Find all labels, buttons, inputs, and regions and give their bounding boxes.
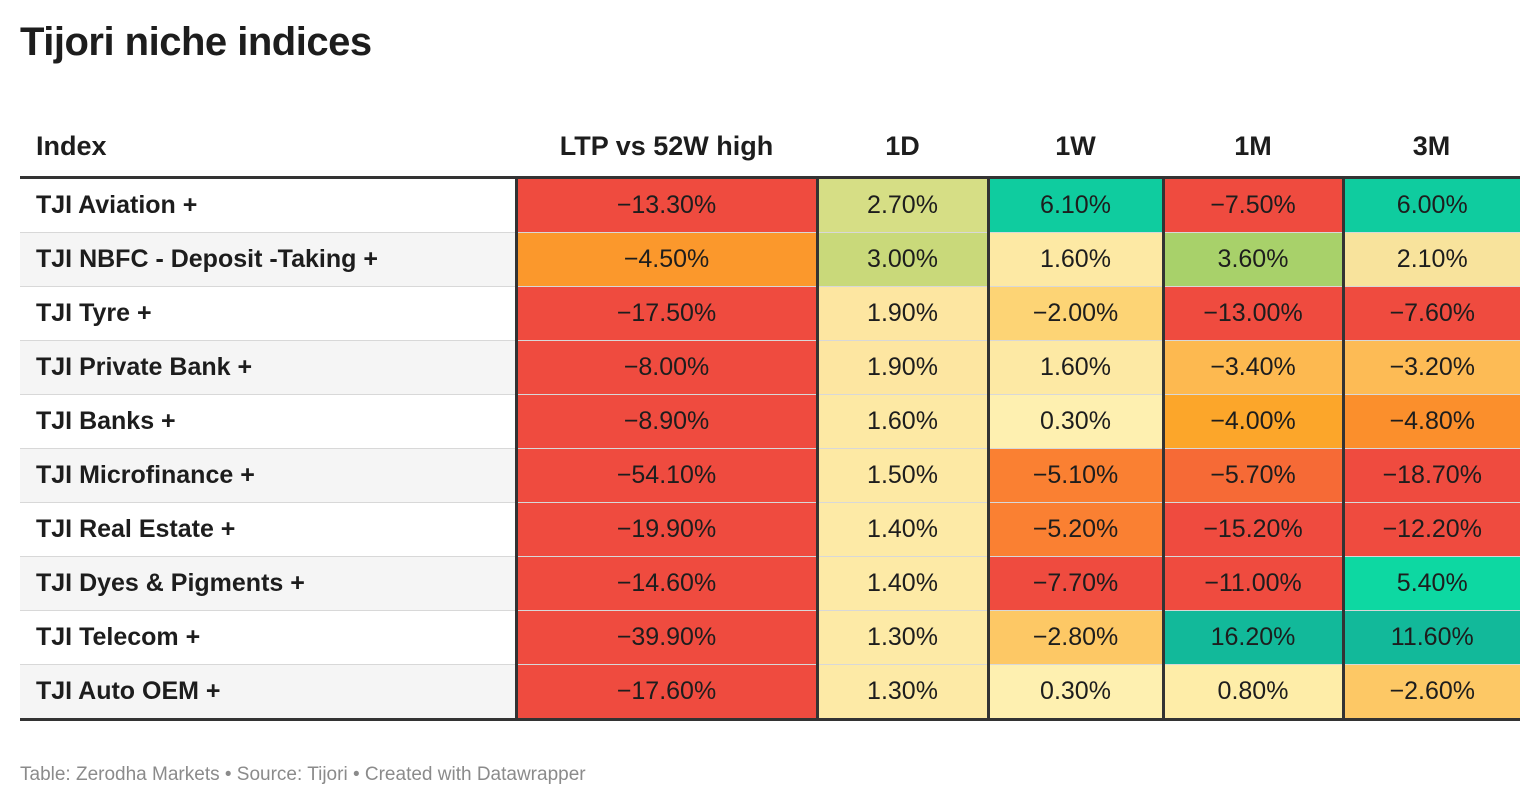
value-cell: 11.60% — [1341, 610, 1520, 665]
value-cell: −17.60% — [514, 664, 817, 721]
table-row: TJI Real Estate + −19.90% 1.40% −5.20% −15.2… — [20, 502, 1520, 557]
table-row: TJI NBFC - Deposit -Taking + −4.50% 3.00% 1… — [20, 232, 1520, 287]
value-cell: 1.60% — [815, 394, 988, 449]
value-cell: −2.60% — [1341, 664, 1520, 721]
value-cell: 1.60% — [986, 232, 1163, 287]
value-cell: −54.10% — [514, 448, 817, 503]
table-row: TJI Dyes & Pigments + −14.60% 1.40% −7.70% −… — [20, 556, 1520, 611]
value-cell: 0.30% — [986, 664, 1163, 721]
index-name-cell: TJI Aviation + — [20, 177, 516, 233]
column-header-3m[interactable]: 3M — [1343, 116, 1520, 179]
value-cell: 2.10% — [1341, 232, 1520, 287]
value-cell: −12.20% — [1341, 502, 1520, 557]
column-header-1d[interactable]: 1D — [817, 116, 988, 179]
table-row: TJI Telecom + −39.90% 1.30% −2.80% 16.20% 11.… — [20, 610, 1520, 665]
value-cell: 0.80% — [1161, 664, 1343, 721]
value-cell: −18.70% — [1341, 448, 1520, 503]
index-name-cell: TJI Telecom + — [20, 610, 516, 665]
value-cell: −14.60% — [514, 556, 817, 611]
value-cell: −11.00% — [1161, 556, 1343, 611]
index-name-cell: TJI Banks + — [20, 394, 516, 449]
value-cell: −39.90% — [514, 610, 817, 665]
index-name-cell: TJI Microfinance + — [20, 448, 516, 503]
value-cell: 1.30% — [815, 664, 988, 721]
value-cell: −13.00% — [1161, 286, 1343, 341]
value-cell: −3.40% — [1161, 340, 1343, 395]
value-cell: −7.60% — [1341, 286, 1520, 341]
table-body: TJI Aviation + −13.30% 2.70% 6.10% −7.50% 6.0… — [20, 177, 1520, 721]
table-header-row: Index LTP vs 52W high 1D 1W 1M 3M — [20, 116, 1520, 179]
value-cell: 1.90% — [815, 340, 988, 395]
index-name-cell: TJI Private Bank + — [20, 340, 516, 395]
index-name-cell: TJI NBFC - Deposit -Taking + — [20, 232, 516, 287]
value-cell: 5.40% — [1341, 556, 1520, 611]
value-cell: −5.70% — [1161, 448, 1343, 503]
table-row: TJI Tyre + −17.50% 1.90% −2.00% −13.00% −7.60… — [20, 286, 1520, 341]
value-cell: 3.00% — [815, 232, 988, 287]
indices-table: Index LTP vs 52W high 1D 1W 1M 3M TJI Av… — [20, 116, 1520, 721]
table-row: TJI Banks + −8.90% 1.60% 0.30% −4.00% −4.80% — [20, 394, 1520, 449]
value-cell: −2.00% — [986, 286, 1163, 341]
value-cell: 1.90% — [815, 286, 988, 341]
footer-credits: Table: Zerodha Markets • Source: Tijori … — [20, 764, 586, 785]
value-cell: 6.00% — [1341, 177, 1520, 233]
table-row: TJI Microfinance + −54.10% 1.50% −5.10% −5.7… — [20, 448, 1520, 503]
value-cell: 16.20% — [1161, 610, 1343, 665]
column-header-1m[interactable]: 1M — [1163, 116, 1343, 179]
value-cell: −8.00% — [514, 340, 817, 395]
value-cell: 1.60% — [986, 340, 1163, 395]
table-row: TJI Aviation + −13.30% 2.70% 6.10% −7.50% 6.0… — [20, 177, 1520, 233]
page-title: Tijori niche indices — [20, 20, 372, 64]
value-cell: 3.60% — [1161, 232, 1343, 287]
value-cell: −19.90% — [514, 502, 817, 557]
value-cell: 2.70% — [815, 177, 988, 233]
index-name-cell: TJI Tyre + — [20, 286, 516, 341]
table-row: TJI Auto OEM + −17.60% 1.30% 0.30% 0.80% −2.6… — [20, 664, 1520, 721]
value-cell: −4.50% — [514, 232, 817, 287]
value-cell: −4.80% — [1341, 394, 1520, 449]
table-row: TJI Private Bank + −8.00% 1.90% 1.60% −3.40%… — [20, 340, 1520, 395]
value-cell: −8.90% — [514, 394, 817, 449]
value-cell: 1.40% — [815, 502, 988, 557]
value-cell: −5.20% — [986, 502, 1163, 557]
column-header-1w[interactable]: 1W — [988, 116, 1163, 179]
value-cell: 1.50% — [815, 448, 988, 503]
value-cell: −17.50% — [514, 286, 817, 341]
index-name-cell: TJI Auto OEM + — [20, 664, 516, 721]
value-cell: −4.00% — [1161, 394, 1343, 449]
value-cell: 1.30% — [815, 610, 988, 665]
column-header-ltp-vs-52w-high[interactable]: LTP vs 52W high — [516, 116, 817, 179]
index-name-cell: TJI Dyes & Pigments + — [20, 556, 516, 611]
value-cell: 6.10% — [986, 177, 1163, 233]
value-cell: −5.10% — [986, 448, 1163, 503]
value-cell: −3.20% — [1341, 340, 1520, 395]
value-cell: 0.30% — [986, 394, 1163, 449]
value-cell: −15.20% — [1161, 502, 1343, 557]
column-header-index[interactable]: Index — [20, 116, 516, 179]
value-cell: −7.50% — [1161, 177, 1343, 233]
index-name-cell: TJI Real Estate + — [20, 502, 516, 557]
value-cell: −2.80% — [986, 610, 1163, 665]
value-cell: −13.30% — [514, 177, 817, 233]
value-cell: 1.40% — [815, 556, 988, 611]
value-cell: −7.70% — [986, 556, 1163, 611]
